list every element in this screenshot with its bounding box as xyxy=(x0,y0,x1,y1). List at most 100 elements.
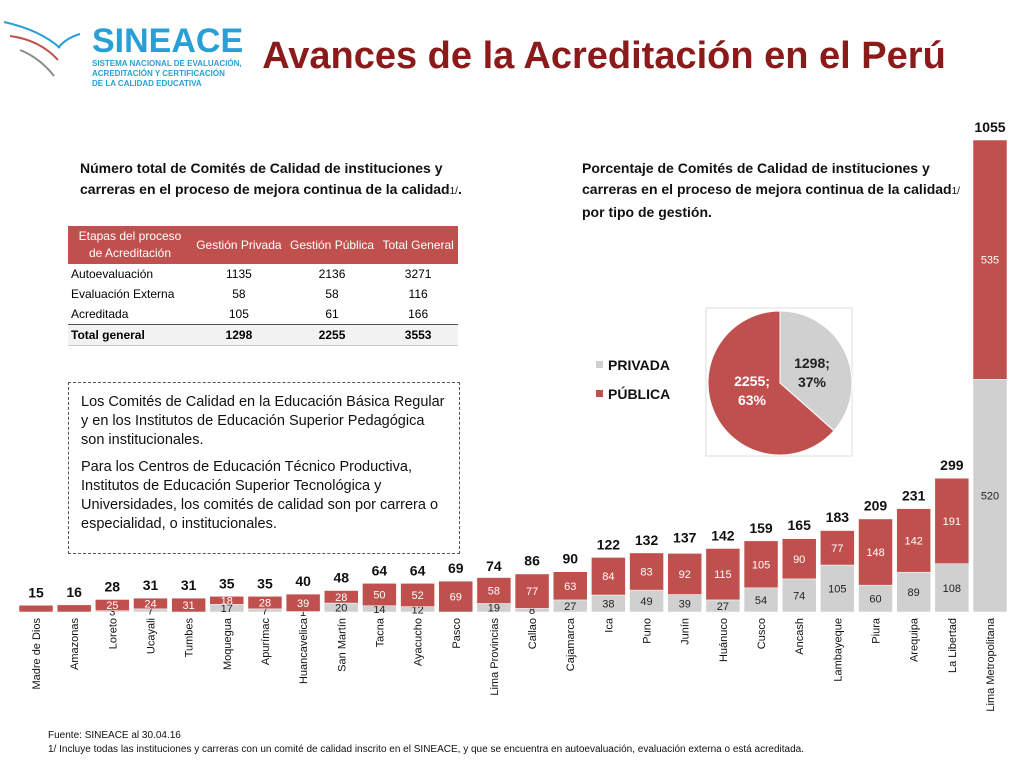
value-label: 1 xyxy=(300,607,306,619)
total-label: 1055 xyxy=(974,119,1005,135)
value-label: 63 xyxy=(564,581,576,593)
value-label: 3 xyxy=(109,606,115,618)
value-label: 24 xyxy=(144,598,156,610)
cell: 2136 xyxy=(318,267,346,281)
bar-segment xyxy=(896,571,931,613)
pie-label: 1298; xyxy=(794,355,830,371)
value-label: 14 xyxy=(373,604,385,616)
cell: Acreditada xyxy=(71,307,129,321)
total-label: 28 xyxy=(105,578,121,594)
value-label: 77 xyxy=(526,586,538,598)
total-label: 159 xyxy=(749,520,773,536)
bar-segment xyxy=(629,552,664,591)
value-label: 105 xyxy=(828,584,846,596)
total-label: 209 xyxy=(864,497,888,513)
value-label: 58 xyxy=(488,586,500,598)
total-label: 35 xyxy=(219,575,235,591)
value-label: 49 xyxy=(640,596,652,608)
total-label: 31 xyxy=(181,577,197,593)
table-body: Autoevaluación 1135 2136 3271 Evaluación Ext… xyxy=(68,264,458,346)
total-label: 132 xyxy=(635,532,659,548)
th: Gestión Privada xyxy=(192,226,286,264)
value-label: 54 xyxy=(755,595,767,607)
total-label: 15 xyxy=(28,584,44,600)
total-label: 48 xyxy=(333,570,349,586)
bar-segment xyxy=(476,577,512,604)
x-tick-label: Callao xyxy=(527,618,539,649)
value-label: 28 xyxy=(335,592,347,604)
total-label: 35 xyxy=(257,575,273,591)
bar-segment xyxy=(285,593,321,612)
x-tick-label: Cusco xyxy=(756,618,768,649)
bar-segment xyxy=(18,605,54,613)
footnote: 1/ Incluye todas las instituciones y car… xyxy=(48,744,804,755)
value-label: 25 xyxy=(106,600,118,612)
x-tick-label: Junín xyxy=(680,618,692,645)
total-label: 64 xyxy=(410,562,426,578)
legend-label: PÚBLICA xyxy=(608,385,670,402)
value-label: 18 xyxy=(221,595,233,607)
heading-text: Número total de Comités de Calidad de in… xyxy=(80,160,450,197)
value-label: 28 xyxy=(259,598,271,610)
bar-segment xyxy=(972,139,1008,380)
logo-line: ACREDITACIÓN Y CERTIFICACIÓN xyxy=(92,69,225,78)
value-label: 50 xyxy=(373,590,385,602)
page-title: Avances de la Acreditación en el Perú xyxy=(262,35,946,77)
bar-segment xyxy=(705,548,741,601)
cell: 61 xyxy=(325,307,339,321)
cell: 58 xyxy=(325,287,339,301)
bar-segment xyxy=(362,583,397,606)
total-label: 74 xyxy=(486,558,502,574)
cell: Autoevaluación xyxy=(71,267,154,281)
total-label: 142 xyxy=(711,527,735,543)
bar-segment xyxy=(934,477,970,564)
pie-slice xyxy=(779,310,853,432)
table-heading: Número total de Comités de Calidad de in… xyxy=(80,158,470,202)
table-row: Autoevaluación 1135 2136 3271 xyxy=(68,264,458,284)
th: Total General xyxy=(378,226,458,264)
value-label: 12 xyxy=(411,604,423,616)
value-label: 8 xyxy=(529,605,535,617)
bar-segment xyxy=(171,597,206,613)
x-tick-label: Lima Metropolitana xyxy=(985,617,997,711)
bar-segment xyxy=(324,590,359,604)
value-label: 191 xyxy=(943,516,961,528)
total-label: 137 xyxy=(673,530,697,546)
bar-segment xyxy=(95,599,130,611)
value-label: 105 xyxy=(752,559,770,571)
legend-swatch xyxy=(596,361,603,368)
value-label: 108 xyxy=(943,583,961,595)
x-tick-label: La Libertad xyxy=(947,618,959,673)
bar-segment xyxy=(667,553,702,595)
bar-segment xyxy=(133,597,168,610)
total-label: 299 xyxy=(940,457,964,473)
value-label: 27 xyxy=(564,601,576,613)
bar-segment xyxy=(247,596,283,610)
value-label: 90 xyxy=(793,554,805,566)
value-label: 84 xyxy=(602,571,614,583)
value-label: 7 xyxy=(147,605,153,617)
x-tick-label: Piura xyxy=(871,617,883,644)
table: Etapas del proceso de Acreditación Gesti… xyxy=(68,226,458,346)
value-label: 83 xyxy=(640,567,652,579)
pie-label: 2255; xyxy=(734,373,770,389)
pie-slice xyxy=(707,310,835,456)
cell: 166 xyxy=(408,307,429,321)
value-label: 520 xyxy=(981,491,999,503)
x-tick-label: Amazonas xyxy=(69,618,81,670)
table-row: Total general 1298 2255 3553 xyxy=(68,324,458,346)
heading-text: Porcentaje de Comités de Calidad de inst… xyxy=(582,160,952,197)
value-label: 7 xyxy=(262,605,268,617)
x-tick-label: Huancavelica xyxy=(298,617,310,684)
cell: Evaluación Externa xyxy=(71,287,175,301)
x-tick-label: Ayacucho xyxy=(413,618,425,666)
bar-segment xyxy=(858,518,893,586)
x-tick-label: Arequipa xyxy=(909,617,921,662)
x-tick-label: Cajamarca xyxy=(565,617,577,671)
bar-segment xyxy=(781,538,817,580)
logo-bird xyxy=(3,21,81,77)
value-label: 60 xyxy=(869,594,881,606)
value-label: 20 xyxy=(335,603,347,615)
x-tick-label: Ucayali xyxy=(145,618,157,654)
